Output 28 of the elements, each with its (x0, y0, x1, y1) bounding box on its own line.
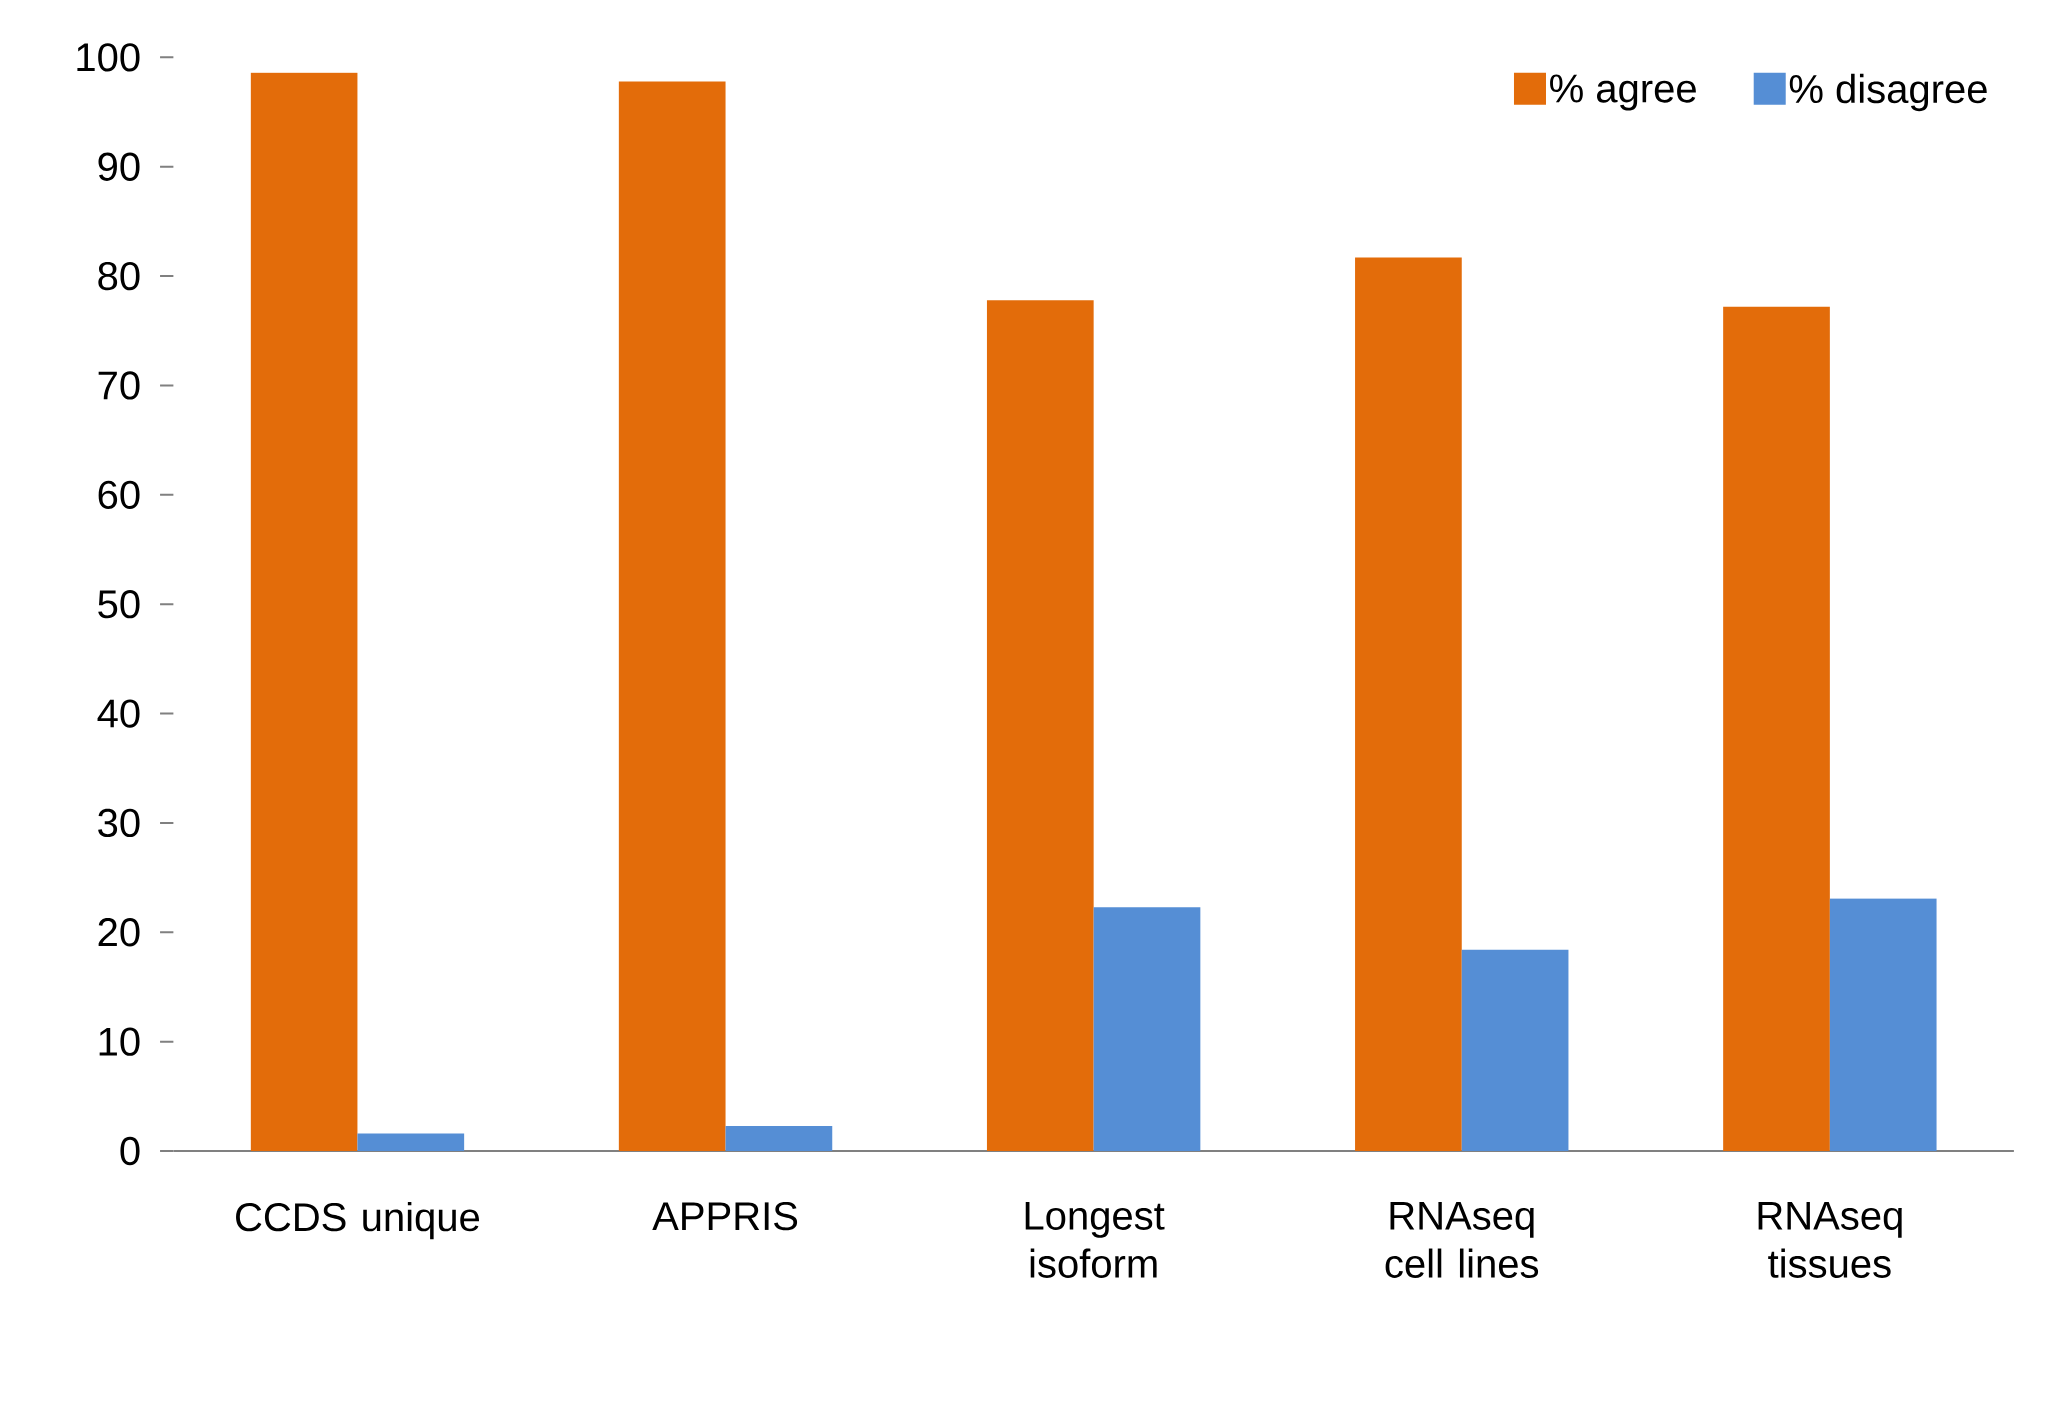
bar (1723, 306, 1830, 1151)
bar (1461, 949, 1569, 1151)
x-tick-label: CCDS unique (236, 1201, 480, 1240)
bar (1093, 906, 1201, 1151)
y-tick-label: 30 (98, 808, 140, 837)
bar (1355, 257, 1462, 1151)
bar (986, 299, 1094, 1151)
y-tick-label: 100 (77, 42, 140, 72)
bar (618, 81, 726, 1151)
y-tick-label: 70 (98, 371, 140, 400)
x-tick-label: APPRIS (652, 1201, 798, 1231)
x-tick-label: RNAseq cell lines (1385, 1201, 1539, 1278)
x-tick-label: RNAseq tissues (1758, 1201, 1902, 1278)
y-tick-label: 50 (98, 589, 140, 619)
bar (250, 72, 358, 1151)
bar (1829, 898, 1937, 1151)
y-tick-label: 90 (98, 152, 140, 181)
y-tick-label: 80 (98, 261, 140, 291)
legend-label: % agree (1550, 74, 1696, 111)
y-tick-label: 0 (120, 1136, 140, 1165)
y-tick-label: 10 (99, 1027, 140, 1056)
bar (725, 1125, 833, 1151)
y-tick-label: 60 (98, 480, 140, 509)
y-tick-label: 40 (97, 699, 140, 728)
legend-label: % disagree (1789, 73, 1987, 111)
x-tick-label: Longest isoform (1025, 1201, 1165, 1278)
bar (357, 1133, 465, 1151)
y-tick-label: 20 (98, 917, 140, 947)
